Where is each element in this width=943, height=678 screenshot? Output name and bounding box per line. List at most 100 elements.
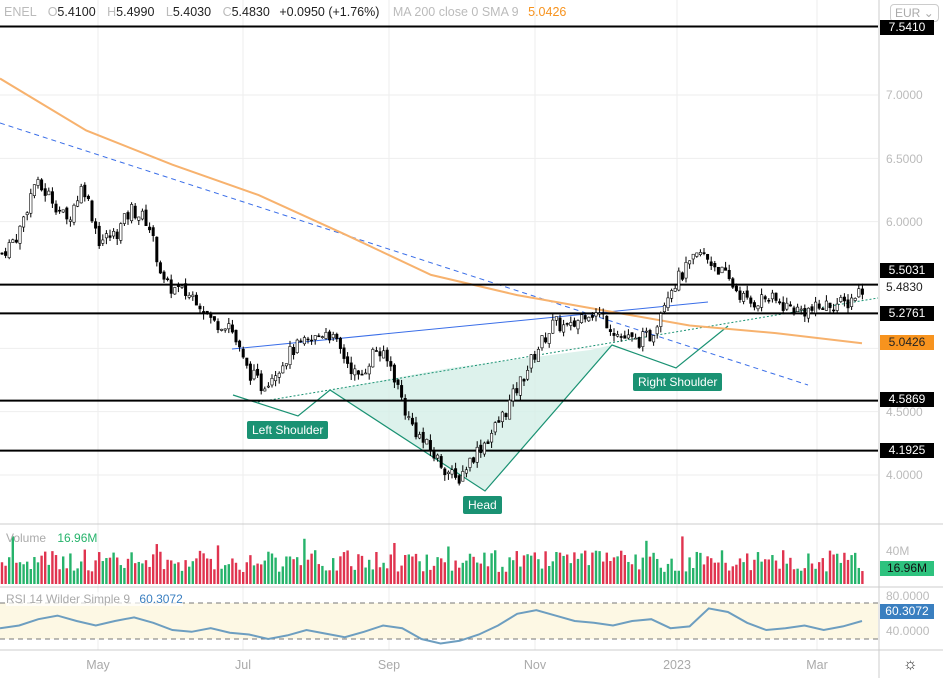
candle-body [799,308,803,311]
candle-body [104,233,108,239]
volume-bar [267,551,270,584]
candle-body [450,469,454,475]
candle-body [22,216,26,228]
candle-body [842,296,846,302]
candle-body [652,335,656,343]
candle-body [763,296,767,300]
volume-bar [180,570,184,584]
candle-body [306,338,310,341]
open-value: 5.4100 [57,5,96,19]
volume-bar [789,557,792,584]
volume-bar [645,540,648,584]
volume-bar [458,567,461,584]
candle-body [806,307,810,319]
candle-body [130,204,134,222]
candle-body [403,398,407,416]
candle-body [612,332,616,336]
candle-body [227,323,231,330]
candle-body [497,420,501,423]
volume-bar [130,552,133,584]
candle-body [634,337,638,340]
candle-body [223,328,227,331]
volume-bar [425,554,428,584]
volume-bar [119,565,122,584]
volume-bar [638,569,641,584]
candle-body [396,379,400,385]
candle-body [173,287,177,295]
volume-bar [512,560,515,584]
candle-body [824,300,828,311]
volume-bar [710,558,713,584]
candle-body [482,442,486,455]
candle-body [738,290,742,300]
volume-bar [774,560,778,584]
candle-body [479,444,483,453]
candle-body [522,378,526,382]
candle-body [410,417,414,425]
candle-body [324,332,328,339]
candle-body [32,184,36,196]
volume-bar [519,566,522,584]
settings-gear-icon[interactable]: ☼ [903,656,918,673]
volume-bar [231,558,234,584]
volume-bar [274,557,277,584]
volume-bar [771,555,774,584]
volume-bar [814,568,817,584]
volume-bar [252,565,256,584]
candle-body [421,431,425,443]
neckline-dotted [257,297,879,403]
volume-bar [339,556,342,584]
candle-body [216,321,220,331]
candle-body [623,335,627,339]
volume-bar [245,562,248,584]
volume-bar [44,551,47,584]
volume-bar [494,550,497,584]
level-tag: 5.5031 [880,263,934,278]
volume-bar [612,557,616,584]
volume-bar [335,570,338,584]
candle-body [140,210,144,220]
candle-body [709,261,713,266]
volume-bar [54,555,58,584]
candle-body [367,365,371,375]
candle-body [29,193,33,214]
candle-body [65,207,69,220]
volume-bar [764,559,767,584]
candle-body [72,204,76,223]
volume-bar [206,558,209,584]
candle-body [252,369,256,380]
candle-body [288,346,292,365]
candle-body [544,337,548,343]
candle-body [637,337,641,348]
candle-body [558,317,562,332]
currency-dropdown[interactable]: EUR ⌄ [890,4,939,22]
y-tick: 7.0000 [886,88,923,102]
sma-tag: 5.0426 [880,335,934,350]
volume-bar [432,565,436,584]
volume-bar [677,570,680,584]
volume-bar [674,570,677,584]
candle-body [698,252,702,255]
volume-bar [400,565,403,584]
volume-bar [839,562,842,584]
candle-body [731,278,735,288]
low-label: L [165,5,173,19]
candle-body [36,179,40,186]
volume-bar [83,549,86,584]
volume-bar [148,566,151,584]
candle-body [83,184,87,198]
volume-bar [368,559,371,584]
volume-bar [123,567,126,584]
volume-bar [134,563,137,584]
candle-body [310,339,314,342]
candle-body [212,316,216,321]
candle-body [706,254,710,260]
candle-body [648,330,652,342]
volume-bar [101,561,104,584]
candle-body [238,340,242,348]
volume-bar [584,550,587,584]
currency-label: EUR [895,6,921,20]
volume-bar [263,560,266,584]
